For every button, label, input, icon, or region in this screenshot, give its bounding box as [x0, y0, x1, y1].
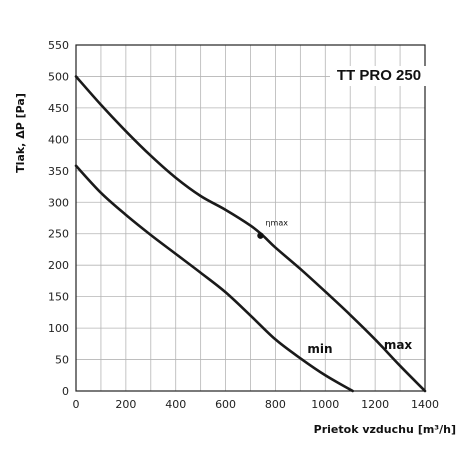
y-tick-label: 550: [48, 39, 69, 52]
x-tick-labels: 0 200 400 600 800 1000 1200 1400: [73, 398, 440, 411]
x-axis-label-text: Prietok vzduchu: [314, 423, 414, 436]
x-tick-label: 200: [115, 398, 136, 411]
y-tick-label: 100: [48, 322, 69, 335]
curves: [74, 75, 427, 393]
chart-title: TT PRO 250: [337, 67, 421, 84]
y-tick-labels: 0 50 100 150 200 250 300 350 400 450 500 550: [48, 39, 69, 398]
y-tick-label: 50: [55, 354, 69, 367]
series-line-max: [74, 75, 427, 393]
x-tick-label: 0: [73, 398, 80, 411]
y-tick-label: 150: [48, 291, 69, 304]
y-tick-label: 400: [48, 133, 69, 146]
series-label-max: max: [384, 338, 413, 352]
curve-labels: max min ηmax: [257, 219, 412, 356]
y-tick-label: 200: [48, 259, 69, 272]
series-line-min: [74, 164, 355, 393]
x-axis-unit: [m³/h]: [418, 423, 456, 436]
chart-title-background: [330, 66, 428, 86]
y-tick-label: 300: [48, 196, 69, 209]
eta-max-label: ηmax: [265, 219, 288, 228]
y-axis-label: Tlak, ΔP [Pa]: [14, 93, 27, 173]
eta-max-point: [257, 232, 264, 239]
x-axis-label: Prietok vzduchu [m³/h]: [314, 423, 456, 436]
y-tick-label: 350: [48, 165, 69, 178]
x-tick-label: 600: [215, 398, 236, 411]
y-tick-label: 0: [62, 385, 69, 398]
y-tick-label: 450: [48, 102, 69, 115]
y-tick-label: 250: [48, 228, 69, 241]
x-tick-label: 800: [265, 398, 286, 411]
x-tick-label: 1200: [361, 398, 389, 411]
x-tick-label: 1400: [411, 398, 439, 411]
x-tick-label: 1000: [311, 398, 339, 411]
series-label-min: min: [307, 342, 332, 356]
y-tick-label: 500: [48, 70, 69, 83]
plot-frame: [75, 44, 426, 392]
x-tick-label: 400: [165, 398, 186, 411]
